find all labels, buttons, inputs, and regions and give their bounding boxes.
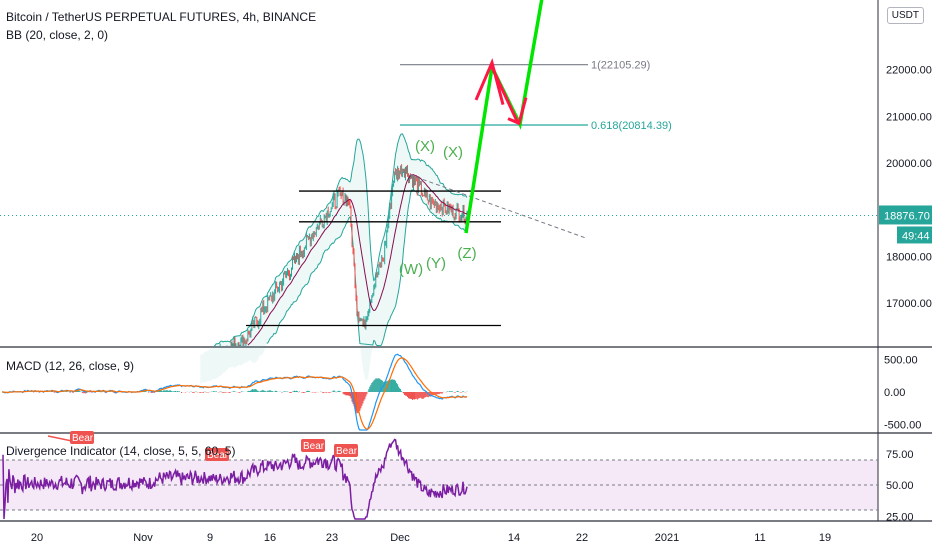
price-tick-label: 20000.00 — [886, 158, 932, 170]
macd-tick-label: 500.00 — [884, 355, 918, 367]
trend-line — [402, 171, 586, 239]
wave-label: (X) — [415, 138, 435, 155]
rsi-indicator-label: Divergence Indicator (14, close, 5, 5, 6… — [6, 444, 236, 458]
timer-tag: 49:44 — [902, 230, 930, 242]
bear-label-bg — [334, 444, 358, 457]
fib-level-label: 1(22105.29) — [591, 60, 650, 72]
bb-lower-band — [266, 188, 468, 346]
forecast-arrow-head — [474, 57, 505, 106]
time-tick-label: 16 — [264, 532, 276, 544]
time-tick-label: 11 — [754, 532, 765, 544]
bear-label-bg — [205, 448, 229, 461]
macd-tick-label: -500.00 — [884, 420, 921, 432]
bear-label-bg — [70, 431, 94, 444]
time-tick-label: 23 — [326, 532, 338, 544]
time-tick-label: 2021 — [655, 532, 679, 544]
forecast-down-leg — [490, 66, 520, 124]
rsi-tick-label: 75.00 — [886, 449, 914, 461]
rsi-line — [2, 438, 468, 520]
wave-label: (Z) — [457, 245, 476, 262]
price-tick-label: 17000.00 — [886, 298, 932, 310]
time-tick-label: 20 — [31, 532, 43, 544]
bb-basis — [247, 174, 468, 346]
bear-label: Bear — [72, 433, 94, 444]
bear-label: Bear — [207, 450, 229, 461]
price-tick-label: 22000.00 — [886, 65, 932, 77]
time-tick-label: Dec — [390, 532, 410, 544]
forecast-arrow-head — [507, 97, 528, 126]
bb-fill — [200, 133, 468, 386]
wave-label: (W) — [399, 261, 423, 278]
time-tick-label: 14 — [508, 532, 520, 544]
wave-label: (Y) — [426, 255, 446, 272]
bb-upper-band — [214, 133, 468, 346]
fib-level-label: 0.618(20814.39) — [591, 120, 672, 132]
price-tick-label: 18000.00 — [886, 251, 932, 263]
rsi-tick-label: 50.00 — [886, 480, 914, 492]
bear-label: Bear — [336, 446, 358, 457]
price-tag-bg — [879, 205, 932, 225]
macd-tick-label: 0.00 — [884, 387, 905, 399]
time-tick-label: 9 — [207, 532, 213, 544]
time-tick-label: Nov — [133, 532, 153, 544]
rsi-tick-label: 25.00 — [886, 511, 914, 523]
time-tick-label: 19 — [819, 532, 831, 544]
timer-tag-bg — [897, 226, 932, 244]
bb-indicator-label: BB (20, close, 2, 0) — [6, 28, 109, 42]
price-tick-label: 21000.00 — [886, 111, 932, 123]
macd-indicator-label: MACD (12, 26, close, 9) — [6, 359, 135, 373]
chart-title: Bitcoin / TetherUS PERPETUAL FUTURES, 4h… — [6, 10, 317, 24]
wave-label: (X) — [443, 144, 463, 161]
bear-label: Bear — [303, 441, 325, 452]
divergence-line — [47, 435, 73, 442]
price-tag: 18876.70 — [884, 210, 930, 222]
time-tick-label: 22 — [576, 532, 588, 544]
forecast-path — [464, 0, 544, 234]
bear-label-bg — [301, 439, 325, 452]
currency-button[interactable]: USDT — [886, 7, 924, 24]
macd-signal-line — [2, 357, 468, 430]
